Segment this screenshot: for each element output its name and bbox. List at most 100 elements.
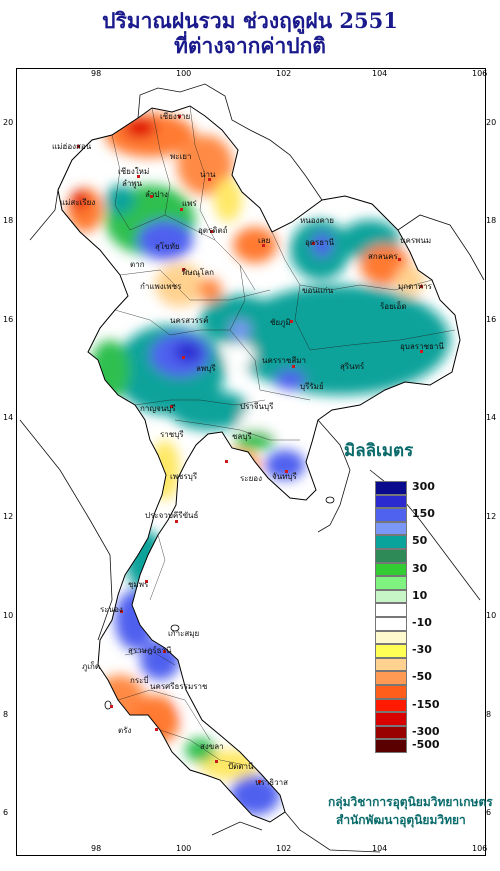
place-label: เลย	[258, 236, 271, 245]
lon-tick: 106	[472, 844, 488, 853]
lon-tick: 100	[176, 844, 192, 853]
legend-label: 50	[412, 534, 428, 548]
place-label: กระบี่	[130, 676, 149, 685]
map-title-line2: ที่ต่างจากค่าปกติ	[174, 33, 326, 58]
lat-tick: 16	[3, 315, 14, 324]
place-label: นครศรีธรรมราช	[150, 682, 208, 691]
legend-swatch	[375, 481, 407, 495]
lat-tick: 6	[486, 808, 492, 817]
lat-tick: 10	[486, 611, 497, 620]
lon-tick: 98	[91, 69, 102, 78]
place-label: ชัยภูมิ	[270, 318, 291, 327]
credit-line1: กลุ่มวิชาการอุตุนิยมวิทยาเกษตร	[328, 795, 493, 809]
place-label: กาญจนบุรี	[140, 404, 176, 413]
map-title-line1: ปริมาณฝนรวม ช่วงฤดูฝน 2551	[102, 8, 398, 33]
lat-tick: 18	[486, 216, 497, 225]
place-label: จันทบุรี	[272, 472, 297, 481]
station-marker	[182, 356, 185, 359]
legend-swatch	[375, 671, 407, 685]
legend-title: มิลลิเมตร	[344, 441, 414, 461]
station-marker	[225, 460, 228, 463]
legend-label: 150	[412, 507, 435, 521]
station-marker	[285, 470, 288, 473]
place-label: ระยอง	[240, 474, 262, 483]
legend-swatch	[375, 617, 407, 631]
legend-label: -10	[412, 616, 432, 629]
legend-label: -500	[412, 738, 440, 752]
lat-tick: 20	[3, 118, 14, 127]
lon-tick: 102	[276, 844, 292, 853]
place-label: ตรัง	[118, 726, 132, 735]
place-label: ปราจีนบุรี	[240, 402, 274, 411]
place-label: ภูเก็ต	[82, 662, 101, 671]
place-label: เชียงราย	[160, 112, 191, 121]
legend-label: -150	[412, 697, 440, 711]
place-label: หนองคาย	[300, 216, 334, 225]
station-marker	[77, 145, 80, 148]
legend-swatch	[375, 562, 407, 577]
place-label: ขอนแก่น	[302, 286, 334, 295]
legend-swatch	[375, 549, 407, 563]
province-boundaries	[111, 105, 456, 766]
lat-tick: 8	[486, 710, 492, 719]
legend-label: 30	[412, 561, 428, 575]
place-label: บุรีรัมย์	[300, 382, 324, 391]
place-label: ปัตตานี	[228, 762, 254, 771]
place-label: นครสวรรค์	[170, 316, 209, 325]
place-label: อุดรธานี	[305, 238, 335, 247]
place-label: ประจวบคีรีขันธ์	[145, 511, 199, 520]
thailand-outline	[57, 105, 461, 823]
lat-tick: 12	[3, 512, 14, 521]
lat-tick: 10	[3, 611, 14, 620]
lat-tick: 6	[3, 808, 9, 817]
lat-tick: 20	[486, 118, 497, 127]
station-marker	[420, 350, 423, 353]
place-label: ร้อยเอ็ด	[380, 302, 407, 311]
lon-tick: 104	[372, 844, 388, 853]
legend-swatch	[375, 494, 407, 509]
place-label: สุรินทร์	[340, 362, 365, 371]
place-label: เชียงใหม่	[118, 167, 150, 176]
lon-tick: 98	[91, 844, 102, 853]
lat-tick: 16	[486, 315, 497, 324]
legend-swatch	[375, 725, 407, 740]
place-label: นราธิวาส	[255, 778, 289, 787]
place-label: ชุมพร	[128, 580, 149, 589]
place-label: ลพบุรี	[196, 364, 216, 373]
legend-swatch	[375, 630, 407, 645]
legend-label: -30	[412, 643, 432, 657]
place-label: ลำพูน	[122, 179, 143, 188]
place-label: สุราษฎร์ธานี	[128, 646, 172, 655]
lat-tick: 14	[486, 413, 497, 422]
place-label: สงขลา	[200, 742, 224, 751]
station-marker	[137, 175, 140, 178]
station-marker	[180, 208, 183, 211]
station-marker	[178, 115, 181, 118]
station-marker	[208, 178, 211, 181]
legend-label: -50	[412, 670, 432, 684]
station-marker	[175, 520, 178, 523]
station-marker	[155, 728, 158, 731]
station-marker	[262, 244, 265, 247]
place-label: เพชรบุรี	[170, 472, 198, 481]
place-label: ระนอง	[100, 605, 123, 614]
place-label: นครพนม	[400, 236, 432, 245]
legend-swatch	[375, 603, 407, 617]
station-marker	[258, 780, 261, 783]
legend-label: 10	[412, 588, 428, 602]
legend-swatch	[375, 685, 407, 699]
place-label: น่าน	[200, 170, 216, 179]
place-label: ราชบุรี	[160, 430, 184, 439]
credit-line2: สำนักพัฒนาอุตุนิยมวิทยา	[336, 813, 466, 827]
place-label: มุกดาหาร	[398, 282, 432, 291]
legend-swatch	[375, 521, 407, 536]
legend-swatch	[375, 712, 407, 726]
place-label: อุตรดิตถ์	[198, 226, 228, 235]
place-label: ชลบุรี	[232, 432, 252, 441]
legend-swatch	[375, 644, 407, 658]
legend-label: -300	[412, 724, 440, 738]
place-label: สุโขทัย	[155, 242, 180, 251]
place-label: แพร่	[182, 199, 197, 208]
station-marker	[120, 610, 123, 613]
legend-swatch	[375, 589, 407, 604]
